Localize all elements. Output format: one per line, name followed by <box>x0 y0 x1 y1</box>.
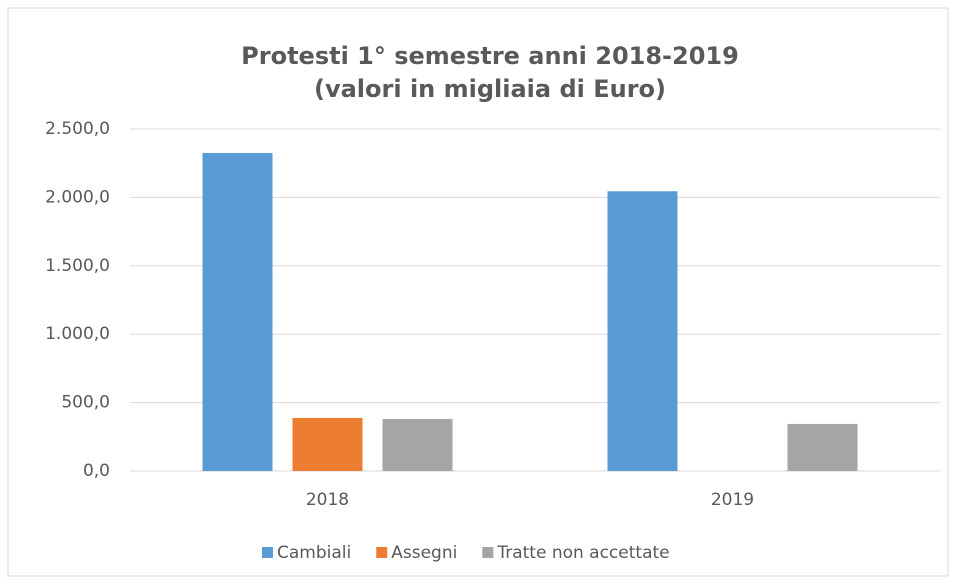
legend-label: Tratte non accettate <box>496 543 669 563</box>
y-tick-label: 0,0 <box>83 461 110 481</box>
y-tick-label: 2.500,0 <box>45 119 110 139</box>
legend-swatch <box>482 547 494 558</box>
chart-frame <box>7 7 949 577</box>
bar <box>787 423 858 471</box>
legend-swatch <box>376 547 388 558</box>
y-tick-label: 500,0 <box>61 393 110 413</box>
bar <box>607 191 678 471</box>
x-tick-label: 2019 <box>711 490 754 510</box>
legend-label: Cambiali <box>277 543 351 563</box>
legend-label: Assegni <box>391 543 457 563</box>
bar <box>382 419 453 471</box>
y-tick-label: 1.500,0 <box>45 256 110 276</box>
chart-title: Protesti 1° semestre anni 2018-2019 <box>241 42 739 70</box>
chart-subtitle: (valori in migliaia di Euro) <box>314 75 666 103</box>
legend-swatch <box>262 547 273 558</box>
bar <box>292 417 363 471</box>
y-tick-label: 2.000,0 <box>45 187 110 207</box>
y-tick-label: 1.000,0 <box>45 324 110 344</box>
x-tick-label: 2018 <box>306 490 349 510</box>
bar <box>202 152 273 471</box>
